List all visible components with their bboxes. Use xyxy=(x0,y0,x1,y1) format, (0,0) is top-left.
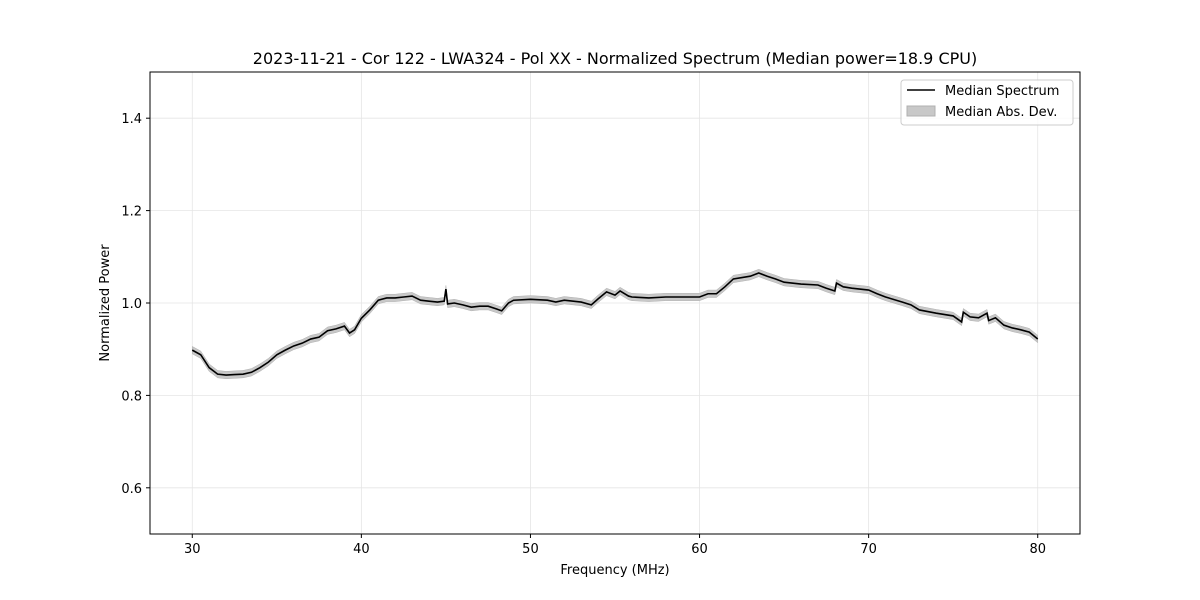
legend-mad: Median Abs. Dev. xyxy=(945,105,1057,120)
chart-title: 2023-11-21 - Cor 122 - LWA324 - Pol XX -… xyxy=(253,49,977,68)
legend-box xyxy=(900,79,1074,126)
x-tick-label: 30 xyxy=(184,542,201,557)
legend-median-spectrum: Median Spectrum xyxy=(945,84,1059,99)
y-axis-label: Normalized Power xyxy=(98,244,113,362)
y-tick-label: 1.2 xyxy=(121,205,142,220)
median-spectrum-line xyxy=(191,272,1039,376)
legend: Median Spectrum Median Abs. Dev. xyxy=(900,79,1074,126)
x-tick-label: 40 xyxy=(353,542,370,557)
x-tick-label: 50 xyxy=(522,542,539,557)
mad-band xyxy=(192,269,1038,380)
y-tick-label: 1.0 xyxy=(121,297,142,312)
y-tick-label: 1.4 xyxy=(121,112,142,127)
x-tick-label: 70 xyxy=(860,542,877,557)
grid-lines xyxy=(150,72,1080,534)
y-tick-label: 0.8 xyxy=(121,389,142,404)
axis-ticks: 30 40 50 60 70 80 0.6 0.8 1.0 1.2 1.4 xyxy=(121,112,1046,557)
x-tick-label: 80 xyxy=(1029,542,1046,557)
x-axis-label: Frequency (MHz) xyxy=(560,563,669,578)
legend-band-swatch xyxy=(906,105,936,117)
y-tick-label: 0.6 xyxy=(121,482,142,497)
x-tick-label: 60 xyxy=(691,542,708,557)
